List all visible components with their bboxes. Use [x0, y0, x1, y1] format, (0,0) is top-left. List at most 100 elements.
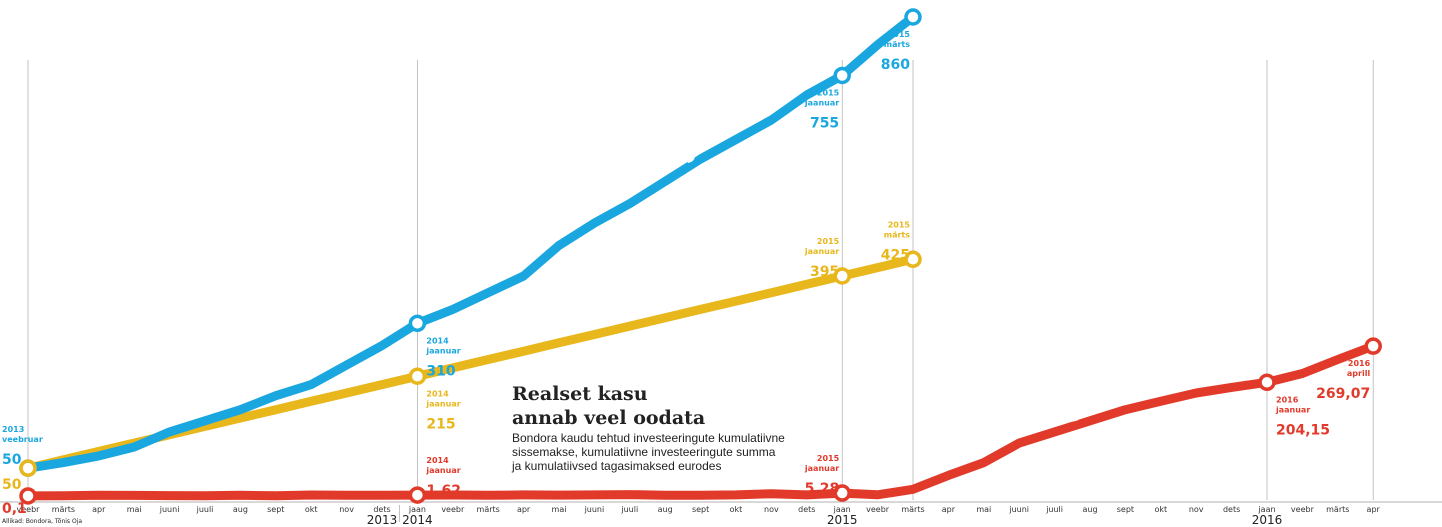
annotation-date: 2015 — [888, 30, 911, 39]
x-tick-label: okt — [730, 505, 743, 514]
x-axis: veebr märts apr mai juuni juuli aug sept okt nov d… — [0, 501, 1442, 527]
chart-title-line-2: annab veel oodata — [512, 407, 705, 429]
chart-title-line-1: Realset kasu — [512, 383, 648, 405]
annotation-date: jaanuar — [425, 466, 460, 475]
series-label-investeeringud: Investeeringud — [616, 137, 710, 203]
x-tick-label: dets — [1223, 505, 1240, 514]
annotation-date: jaanuar — [804, 464, 839, 473]
annotation-date: 2015 — [817, 237, 840, 246]
x-tick-label: sept — [267, 505, 284, 514]
x-tick-label: märts — [52, 505, 75, 514]
data-point-marker — [19, 459, 37, 477]
annotation-date: 2014 — [426, 456, 449, 465]
annotation-date: aprill — [1347, 369, 1371, 378]
annotation-date: märts — [884, 40, 911, 49]
chart-subtitle-line-2: sissemakse, kumulatiivne investeeringute… — [512, 445, 776, 459]
annotation-value: 50 — [2, 477, 22, 493]
annotation-value: 50 — [2, 452, 22, 468]
chart-subtitle-line-1: Bondora kaudu tehtud investeeringute kum… — [512, 431, 785, 445]
annotation-date: jaanuar — [425, 346, 460, 355]
chart-subtitle-line-3: ja kumulatiivsed tagasimaksed eurodes — [511, 459, 721, 473]
data-point-marker — [904, 250, 922, 269]
year-label: 2016 — [1252, 513, 1283, 527]
annotation-date: 2015 — [817, 454, 840, 463]
x-tick-label: mai — [127, 505, 142, 514]
annotation-value: 5,28 — [805, 481, 840, 497]
x-tick-label: juuni — [1008, 505, 1029, 514]
data-point-marker — [1258, 373, 1276, 392]
annotation-date: 2016 — [1348, 359, 1371, 368]
annotation-date: 2014 — [426, 336, 449, 345]
x-tick-label: sept — [1117, 505, 1134, 514]
x-tick-label: dets — [798, 505, 815, 514]
annotation-date: 2016 — [1276, 395, 1299, 404]
x-tick-label: apr — [942, 505, 956, 514]
x-tick-label: aug — [1082, 505, 1097, 514]
annotation-value: 310 — [426, 363, 455, 379]
x-tick-label: jaan — [1257, 505, 1275, 514]
x-tick-label: apr — [517, 505, 531, 514]
x-tick-label: märts — [477, 505, 500, 514]
x-tick-label: juuli — [1045, 505, 1063, 514]
annotation-value: 0,1 — [2, 501, 27, 517]
data-point-marker — [833, 267, 851, 285]
x-tick-label: okt — [305, 505, 318, 514]
annotation-value: 395 — [810, 264, 839, 280]
x-tick-label: jaan — [408, 505, 426, 514]
annotation-value: 1,62 — [426, 483, 461, 499]
x-tick-label: apr — [92, 505, 106, 514]
annotation-date: jaanuar — [1275, 405, 1310, 414]
annotation-value: 215 — [426, 416, 455, 432]
x-tick-label: veebr — [866, 505, 890, 514]
annotation-date: 2013 — [2, 425, 24, 434]
year-label: 2014 — [402, 513, 433, 527]
annotation-value: 425 — [881, 247, 910, 263]
series-lines — [23, 12, 1378, 501]
x-tick-label: dets — [373, 505, 390, 514]
data-point-marker — [904, 8, 922, 26]
x-tick-label: veebr — [17, 505, 41, 514]
x-tick-label: jaan — [833, 505, 851, 514]
annotation-date: jaanuar — [425, 399, 460, 408]
data-point-marker — [833, 484, 851, 502]
annotation-date: veebruar — [2, 435, 43, 444]
x-tick-label: juuli — [196, 505, 214, 514]
x-tick-label: aug — [233, 505, 248, 514]
annotation-value: 269,07 — [1316, 386, 1370, 402]
x-tick-label: märts — [901, 505, 924, 514]
year-label: 2015 — [827, 513, 858, 527]
annotation-date: 2015 — [888, 220, 911, 229]
chart-title-block: Realset kasu annab veel oodata Bondora k… — [511, 383, 785, 473]
series-line-investeeringud — [23, 12, 918, 473]
x-tick-label: nov — [1189, 505, 1204, 514]
x-tick-label: sept — [692, 505, 709, 514]
series-markers — [19, 8, 1382, 505]
data-point-marker — [833, 66, 851, 85]
point-annotations: 2013veebruar502014jaanuar3102015jaanuar7… — [2, 30, 1371, 517]
data-point-marker — [408, 367, 427, 385]
x-tick-label: juuni — [584, 505, 605, 514]
x-tick-label: veebr — [1291, 505, 1315, 514]
data-point-marker — [408, 486, 427, 504]
data-point-marker — [1364, 337, 1382, 355]
annotation-date: 2015 — [817, 88, 840, 97]
data-point-marker — [408, 314, 427, 333]
x-tick-label: apr — [1367, 505, 1381, 514]
annotation-date: jaanuar — [804, 98, 839, 107]
x-tick-label: juuli — [620, 505, 638, 514]
year-label: 2013 — [367, 513, 398, 527]
x-tick-label: veebr — [441, 505, 465, 514]
annotation-value: 860 — [881, 57, 910, 73]
x-tick-label: okt — [1154, 505, 1167, 514]
data-point-marker — [19, 487, 37, 505]
annotation-date: märts — [884, 230, 911, 239]
series-line-tagasisaadud-summa — [23, 341, 1378, 501]
annotation-value: 204,15 — [1276, 422, 1330, 438]
x-tick-label: aug — [658, 505, 673, 514]
x-tick-label: nov — [764, 505, 779, 514]
annotation-value: 755 — [810, 115, 839, 131]
x-tick-label: märts — [1326, 505, 1349, 514]
x-tick-label: mai — [976, 505, 991, 514]
